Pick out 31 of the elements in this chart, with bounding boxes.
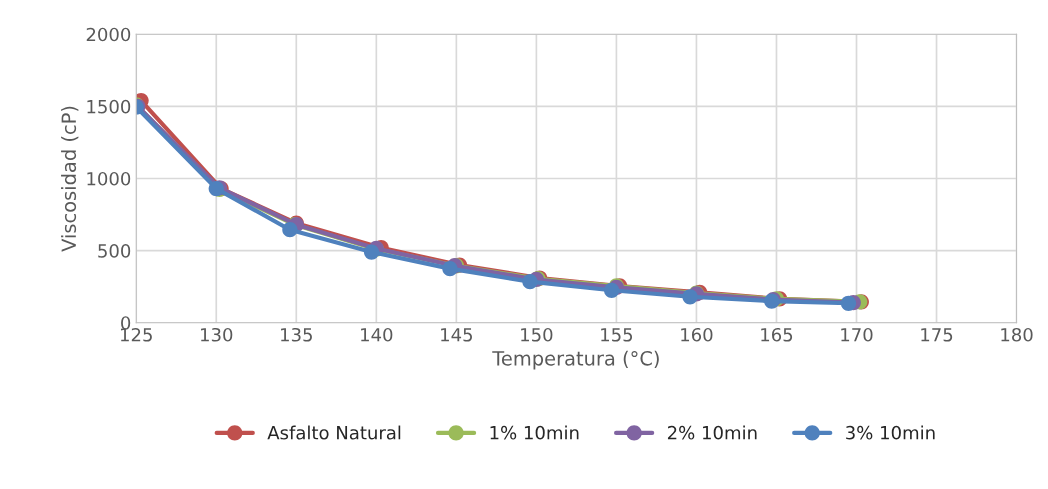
legend-label: Asfalto Natural: [267, 425, 401, 440]
y-tick-label: 0: [121, 316, 131, 330]
point: [363, 244, 380, 260]
x-tick-label: 150: [521, 327, 553, 342]
x-tick-label: 140: [361, 327, 393, 342]
point: [522, 273, 538, 290]
y-tick-label: 500: [98, 244, 131, 258]
x-tick-label: 155: [601, 328, 633, 342]
x-tick-label: 130: [201, 327, 233, 342]
x-tick-label: 125: [120, 327, 152, 342]
x-tick-label: 165: [761, 327, 793, 342]
x-tick-label: 135: [281, 327, 312, 342]
x-tick-label: 170: [841, 327, 873, 342]
point: [208, 180, 224, 197]
x-tick-label: 175: [921, 328, 953, 342]
point: [682, 289, 698, 305]
y-tick-label: 1500: [87, 99, 131, 114]
point: [442, 261, 458, 277]
x-tick-label: 160: [681, 327, 713, 342]
y-tick-label: 1000: [87, 171, 131, 186]
legend-label: 3% 10min: [846, 425, 935, 440]
legend-label: 2% 10min: [667, 425, 757, 440]
point: [282, 222, 298, 238]
x-axis-title: Temperatura (°C): [492, 350, 659, 370]
y-tick-label: 2000: [86, 27, 131, 42]
point: [603, 282, 620, 298]
y-axis-title: Viscosidad (cP): [61, 106, 79, 252]
x-tick-label: 180: [1001, 327, 1033, 342]
x-tick-label: 145: [441, 328, 473, 342]
point: [840, 295, 857, 311]
legend-label: 1% 10min: [490, 425, 579, 440]
